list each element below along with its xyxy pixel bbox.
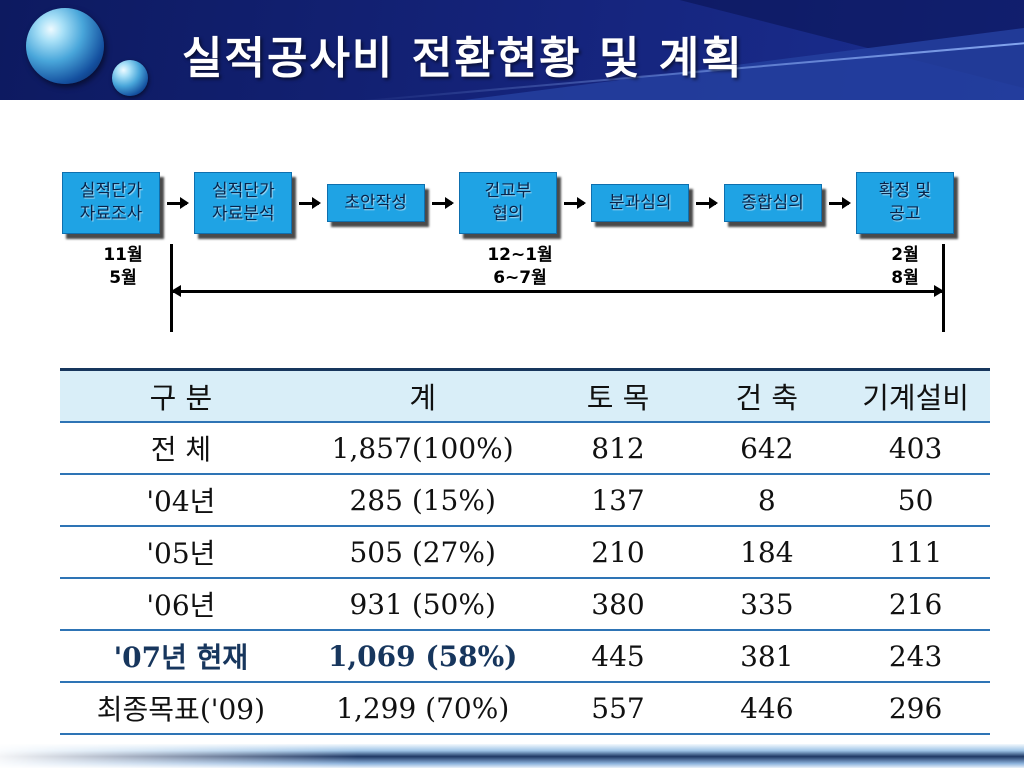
flow-step-label: 초안작성: [344, 192, 407, 213]
table-row: 최종목표('09) 1,299 (70%) 557 446 296: [60, 682, 990, 735]
flow-step-label: 건교부 협의: [484, 181, 532, 224]
title-banner: 실적공사비 전환현황 및 계획: [0, 0, 1024, 100]
footer-bar: [0, 744, 1024, 768]
flow-step-label: 실적단가 자료조사: [79, 181, 143, 224]
timeline: 11월 5월 12~1월 6~7월 2월 8월: [0, 240, 1024, 340]
table-cell: 296: [841, 682, 990, 735]
process-flow: 실적단가 자료조사 실적단가 자료분석 초안작성 건교부 협의 분과심의 종합심…: [62, 165, 954, 241]
table-cell: 1,069 (58%): [301, 630, 544, 683]
table-row: '06년 931 (50%) 380 335 216: [60, 578, 990, 631]
table-cell: 335: [692, 578, 842, 631]
timeline-label-left: 11월 5월: [103, 245, 143, 288]
flow-step-label: 실적단가 자료분석: [212, 181, 275, 224]
table-header-cell: 계: [301, 368, 544, 423]
table-cell: 137: [543, 474, 693, 527]
logo-sphere-large-icon: [26, 8, 104, 84]
table-cell: 285 (15%): [301, 474, 544, 527]
table-cell: 184: [692, 526, 842, 579]
table-header-cell: 기계설비: [841, 368, 990, 423]
table-cell: 381: [692, 630, 842, 683]
table-cell: 557: [543, 682, 693, 735]
table-cell: 111: [841, 526, 990, 579]
table-row: 전 체 1,857(100%) 812 642 403: [60, 422, 990, 475]
arrow-right-icon: [167, 196, 190, 209]
flow-step-label: 확정 및 공고: [878, 181, 932, 224]
arrow-right-icon: [828, 196, 851, 209]
flow-step-data-analysis: 실적단가 자료분석: [194, 172, 293, 234]
table-cell: 최종목표('09): [60, 682, 302, 735]
logo-sphere-small-icon: [112, 60, 148, 96]
table-header-row: 구 분 계 토 목 건 축 기계설비: [60, 368, 990, 423]
flow-step-label: 분과심의: [608, 192, 672, 213]
footer-gap: [0, 740, 1024, 744]
table-cell: 812: [543, 422, 693, 475]
table-row: '05년 505 (27%) 210 184 111: [60, 526, 990, 579]
table-cell: '06년: [60, 578, 302, 631]
table-cell: 전 체: [60, 422, 302, 475]
page-title: 실적공사비 전환현황 및 계획: [182, 33, 744, 84]
arrow-right-icon: [431, 196, 454, 209]
table-cell: 1,857(100%): [301, 422, 544, 475]
table-cell: 1,299 (70%): [301, 682, 544, 735]
table-cell: 403: [841, 422, 990, 475]
flow-step-label: 종합심의: [741, 192, 804, 213]
table-cell: 243: [841, 630, 990, 683]
table-cell: '04년: [60, 474, 302, 527]
table-cell: 642: [692, 422, 842, 475]
data-table: 구 분 계 토 목 건 축 기계설비 전 체 1,857(100%) 812 6…: [60, 368, 990, 735]
table-cell: 380: [543, 578, 693, 631]
table-row-current: '07년 현재 1,069 (58%) 445 381 243: [60, 630, 990, 683]
table-cell: 216: [841, 578, 990, 631]
table-cell: '07년 현재: [60, 630, 302, 683]
arrow-right-icon: [696, 196, 719, 209]
flow-step-subcommittee-review: 분과심의: [591, 183, 690, 223]
arrow-right-icon: [299, 196, 322, 209]
timeline-label-right: 2월 8월: [891, 245, 919, 288]
flow-step-draft: 초안작성: [326, 183, 425, 223]
flow-step-general-review: 종합심의: [723, 183, 822, 223]
timeline-label-middle: 12~1월 6~7월: [487, 245, 553, 288]
table-cell: 446: [692, 682, 842, 735]
flow-step-ministry-consult: 건교부 협의: [458, 172, 557, 234]
table-header-cell: 구 분: [60, 368, 302, 423]
table-header-cell: 토 목: [543, 368, 693, 423]
table-cell: 210: [543, 526, 693, 579]
table-cell: 445: [543, 630, 693, 683]
table-cell: 8: [692, 474, 842, 527]
table-cell: 931 (50%): [301, 578, 544, 631]
timeline-double-arrow: [171, 285, 944, 297]
table-cell: 50: [841, 474, 990, 527]
arrow-right-icon: [564, 196, 587, 209]
table-cell: '05년: [60, 526, 302, 579]
flow-step-data-survey: 실적단가 자료조사: [62, 172, 160, 234]
table-row: '04년 285 (15%) 137 8 50: [60, 474, 990, 527]
table-header-cell: 건 축: [692, 368, 842, 423]
table-cell: 505 (27%): [301, 526, 544, 579]
flow-step-confirm-announce: 확정 및 공고: [855, 172, 954, 234]
